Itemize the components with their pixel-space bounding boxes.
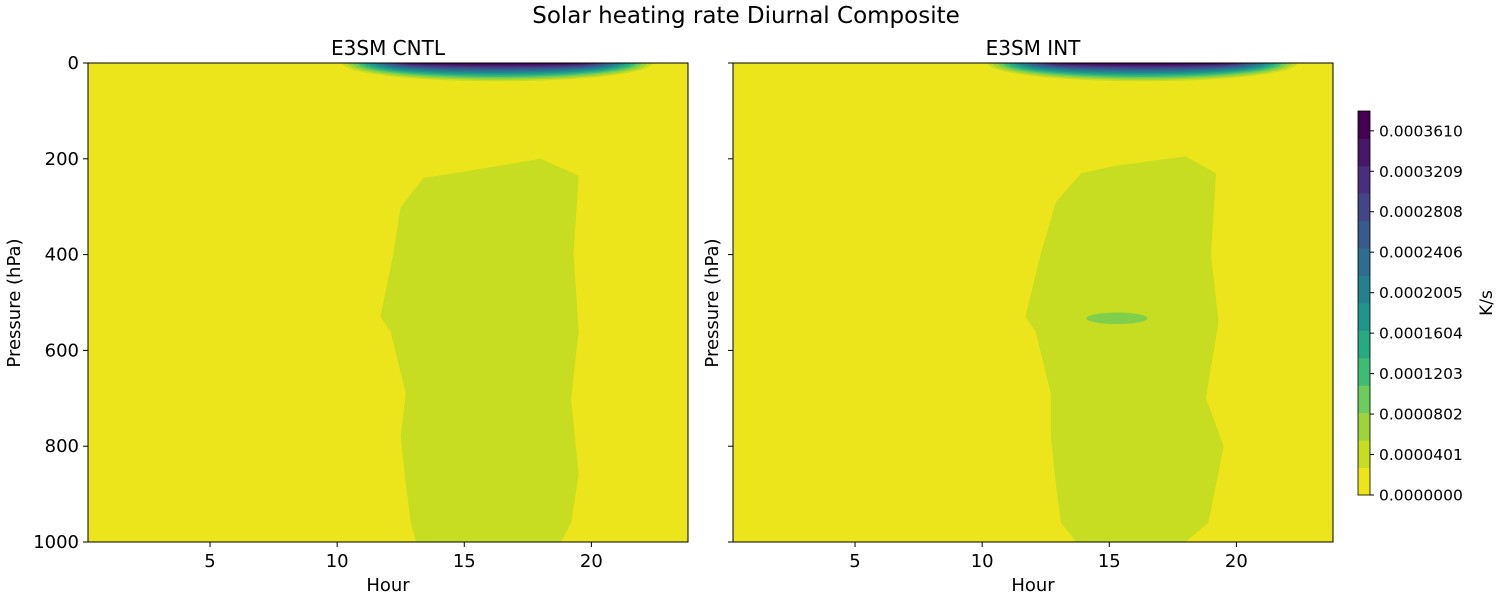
colorbar-tick-label: 0.0000000 [1379,487,1463,505]
colorbar-band [1358,138,1370,167]
colorbar-tick-label: 0.0000401 [1379,446,1463,464]
colorbar-band [1358,440,1370,468]
y-tick-label: 0 [68,53,79,74]
colorbar-ticks: 0.0000000 0.0000401 0.0000802 0.0001203 0.00… [1370,122,1463,505]
y-tick-label: 600 [45,340,79,361]
x-axis-ticks: 5 10 15 20 [204,542,603,572]
y-tick-label: 1000 [33,532,79,553]
x-tick-label: 10 [326,551,349,572]
contour-region-stratospheric [342,63,653,82]
contour-region-patch [1086,312,1148,325]
x-tick-label: 20 [1225,551,1248,572]
x-tick-label: 10 [971,551,994,572]
colorbar-band [1358,275,1370,304]
panel-int: E3SM INT 5 10 15 20 Hour Pressure (hPa) [702,36,1334,596]
x-tick-label: 15 [453,551,476,572]
contour-area [87,62,689,543]
x-tick-label: 5 [204,551,215,572]
colorbar-band [1358,385,1370,414]
colorbar-band [1358,220,1370,249]
colorbar-band [1358,330,1370,359]
plot-frame [87,62,689,543]
contour-region-tropospheric [380,158,579,542]
colorbar-band [1358,248,1370,276]
colorbar-tick-label: 0.0001604 [1379,325,1463,343]
x-axis-label: Hour [1011,575,1055,596]
colorbar-frame [1357,110,1371,496]
colorbar-bands [1357,110,1371,496]
colorbar-tick-label: 0.0001203 [1379,365,1463,383]
contour-region-tropospheric [1025,156,1224,542]
colorbar-band [1358,412,1370,441]
colorbar-band [1358,165,1370,194]
y-axis-label: Pressure (hPa) [4,238,25,367]
panel-cntl: E3SM CNTL 5 10 15 20 0 200 400 600 800 1000 Hour… [4,36,689,596]
colorbar-tick-label: 0.0002808 [1379,203,1463,221]
y-tick-label: 800 [45,436,79,457]
colorbar-band [1358,111,1370,139]
y-tick-label: 400 [45,245,79,266]
y-axis-label: Pressure (hPa) [702,238,723,367]
colorbar-tick-label: 0.0003610 [1379,122,1463,140]
colorbar-label: K/s [1477,290,1497,316]
y-axis-ticks [728,62,733,543]
panel-title: E3SM INT [986,36,1082,60]
colorbar-band [1358,357,1370,386]
panel-title: E3SM CNTL [331,36,446,60]
colorbar: 0.0000000 0.0000401 0.0000802 0.0001203 0.00… [1357,110,1497,505]
plot-frame [732,62,1334,543]
colorbar-tick-label: 0.0002005 [1379,284,1463,302]
x-tick-label: 20 [580,551,603,572]
y-tick-label: 200 [45,149,79,170]
colorbar-tick-label: 0.0003209 [1379,163,1463,181]
colorbar-band [1358,303,1370,331]
x-tick-label: 5 [849,551,860,572]
contour-region-stratospheric [987,63,1298,82]
colorbar-band [1358,193,1370,222]
colorbar-tick-label: 0.0000802 [1379,406,1463,424]
figure-title: Solar heating rate Diurnal Composite [532,3,960,29]
colorbar-tick-label: 0.0002406 [1379,244,1463,262]
x-axis-label: Hour [366,575,410,596]
colorbar-band [1358,467,1370,496]
x-tick-label: 15 [1098,551,1121,572]
y-axis-ticks: 0 200 400 600 800 1000 [33,53,88,553]
contour-area [732,62,1334,543]
x-axis-ticks: 5 10 15 20 [849,542,1248,572]
